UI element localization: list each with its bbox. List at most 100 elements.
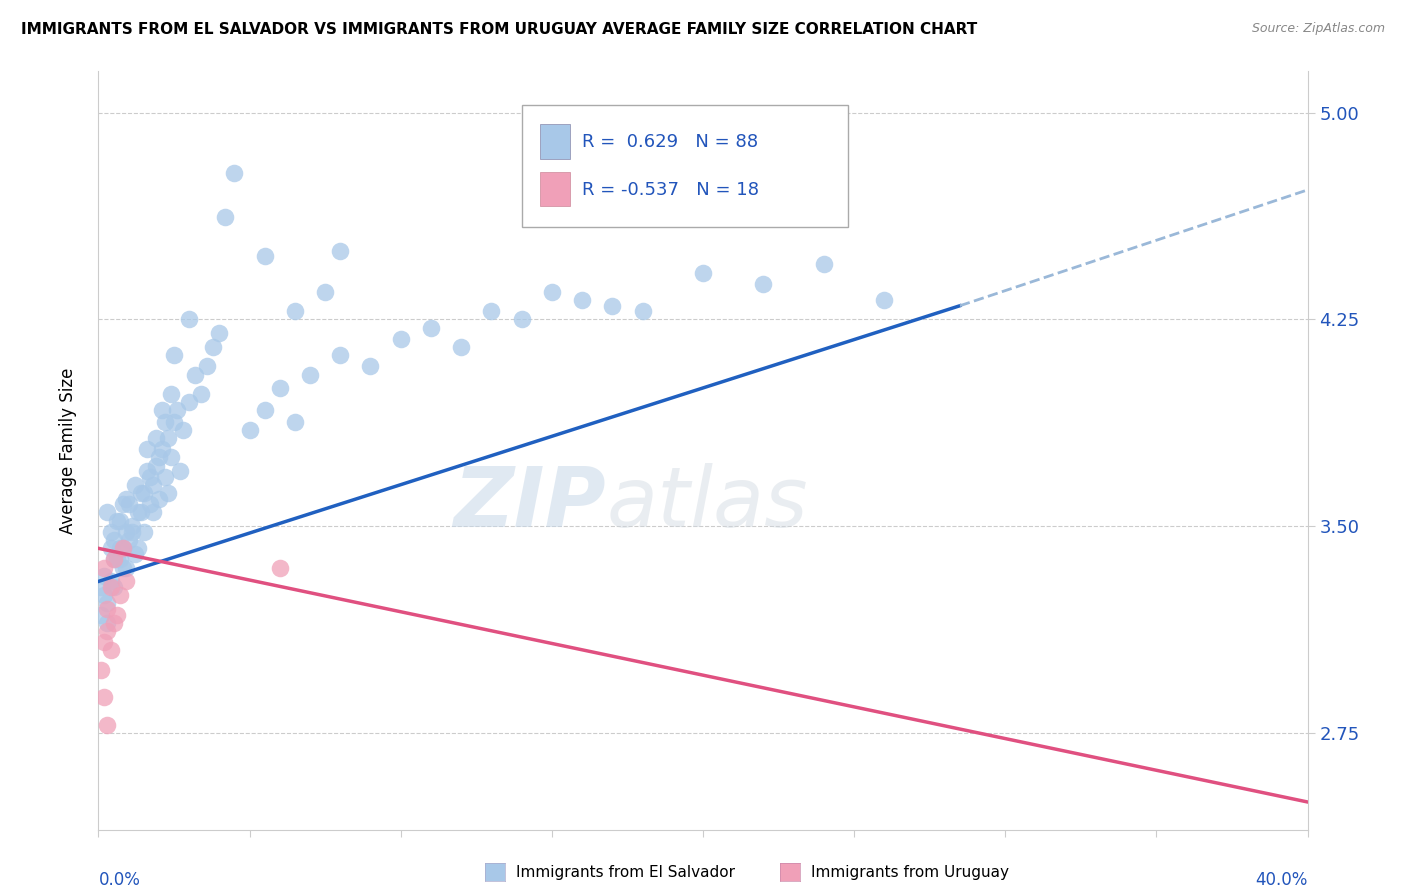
FancyBboxPatch shape <box>522 105 848 227</box>
Text: R =  0.629   N = 88: R = 0.629 N = 88 <box>582 133 758 151</box>
Point <box>114 560 136 574</box>
Point <box>93 635 115 649</box>
Point <box>93 569 115 583</box>
Point <box>253 249 276 263</box>
Point <box>631 304 654 318</box>
Point <box>224 166 246 180</box>
Point <box>179 395 201 409</box>
Point <box>100 524 122 539</box>
Point <box>103 552 125 566</box>
Point <box>873 293 896 308</box>
Point <box>103 552 125 566</box>
Point <box>420 320 443 334</box>
Point <box>93 588 115 602</box>
Point <box>135 464 157 478</box>
Text: Source: ZipAtlas.com: Source: ZipAtlas.com <box>1251 22 1385 36</box>
Point <box>329 348 352 362</box>
Point <box>389 332 412 346</box>
Point <box>284 304 307 318</box>
Text: R = -0.537   N = 18: R = -0.537 N = 18 <box>582 181 759 199</box>
Text: ZIP: ZIP <box>454 463 606 544</box>
Text: 40.0%: 40.0% <box>1256 871 1308 889</box>
Point <box>100 580 122 594</box>
Point <box>121 524 143 539</box>
Text: Immigrants from Uruguay: Immigrants from Uruguay <box>811 865 1010 880</box>
Point <box>100 643 122 657</box>
Point <box>132 486 155 500</box>
Point <box>284 415 307 429</box>
Point <box>139 469 162 483</box>
Point <box>129 506 152 520</box>
Point <box>190 387 212 401</box>
Point <box>156 431 179 445</box>
Point <box>153 469 176 483</box>
Point <box>108 514 131 528</box>
Point <box>314 285 336 299</box>
Point <box>100 541 122 556</box>
Point <box>96 602 118 616</box>
Point <box>195 359 218 374</box>
FancyBboxPatch shape <box>540 172 569 206</box>
Text: atlas: atlas <box>606 463 808 544</box>
Point <box>540 285 562 299</box>
Point <box>135 442 157 456</box>
Point <box>571 293 593 308</box>
Y-axis label: Average Family Size: Average Family Size <box>59 368 77 533</box>
Point <box>269 560 291 574</box>
Point <box>239 423 262 437</box>
Point <box>602 299 624 313</box>
Point <box>96 615 118 630</box>
Point <box>105 607 128 622</box>
Point <box>127 506 149 520</box>
Point <box>813 257 835 271</box>
FancyBboxPatch shape <box>540 124 569 159</box>
Point <box>299 368 322 382</box>
Point <box>360 359 382 374</box>
Point <box>103 580 125 594</box>
Point <box>163 415 186 429</box>
Point <box>129 486 152 500</box>
Point <box>111 541 134 556</box>
Point <box>103 615 125 630</box>
Point <box>139 497 162 511</box>
Point <box>160 450 183 465</box>
Point <box>156 486 179 500</box>
Point <box>145 431 167 445</box>
Point <box>114 524 136 539</box>
Point <box>450 340 472 354</box>
Point <box>124 478 146 492</box>
Point <box>481 304 503 318</box>
Point <box>90 607 112 622</box>
Point <box>163 348 186 362</box>
Text: IMMIGRANTS FROM EL SALVADOR VS IMMIGRANTS FROM URUGUAY AVERAGE FAMILY SIZE CORRE: IMMIGRANTS FROM EL SALVADOR VS IMMIGRANT… <box>21 22 977 37</box>
Point <box>208 326 231 341</box>
Point <box>148 450 170 465</box>
Point <box>118 533 141 547</box>
Point <box>202 340 225 354</box>
Point <box>132 524 155 539</box>
Point <box>93 560 115 574</box>
Point <box>93 690 115 705</box>
Point <box>184 368 207 382</box>
Point <box>114 491 136 506</box>
Text: Immigrants from El Salvador: Immigrants from El Salvador <box>516 865 735 880</box>
Point <box>214 211 236 225</box>
Point <box>103 533 125 547</box>
Point <box>169 464 191 478</box>
Text: 0.0%: 0.0% <box>98 871 141 889</box>
Point <box>172 423 194 437</box>
Point <box>148 491 170 506</box>
Point <box>96 506 118 520</box>
Point <box>121 519 143 533</box>
Point <box>118 497 141 511</box>
Point <box>179 312 201 326</box>
Point <box>108 552 131 566</box>
Point <box>127 541 149 556</box>
Point <box>111 541 134 556</box>
Point <box>153 415 176 429</box>
Point <box>96 718 118 732</box>
Point <box>166 403 188 417</box>
Point <box>752 277 775 291</box>
Point <box>253 403 276 417</box>
Point <box>150 442 173 456</box>
